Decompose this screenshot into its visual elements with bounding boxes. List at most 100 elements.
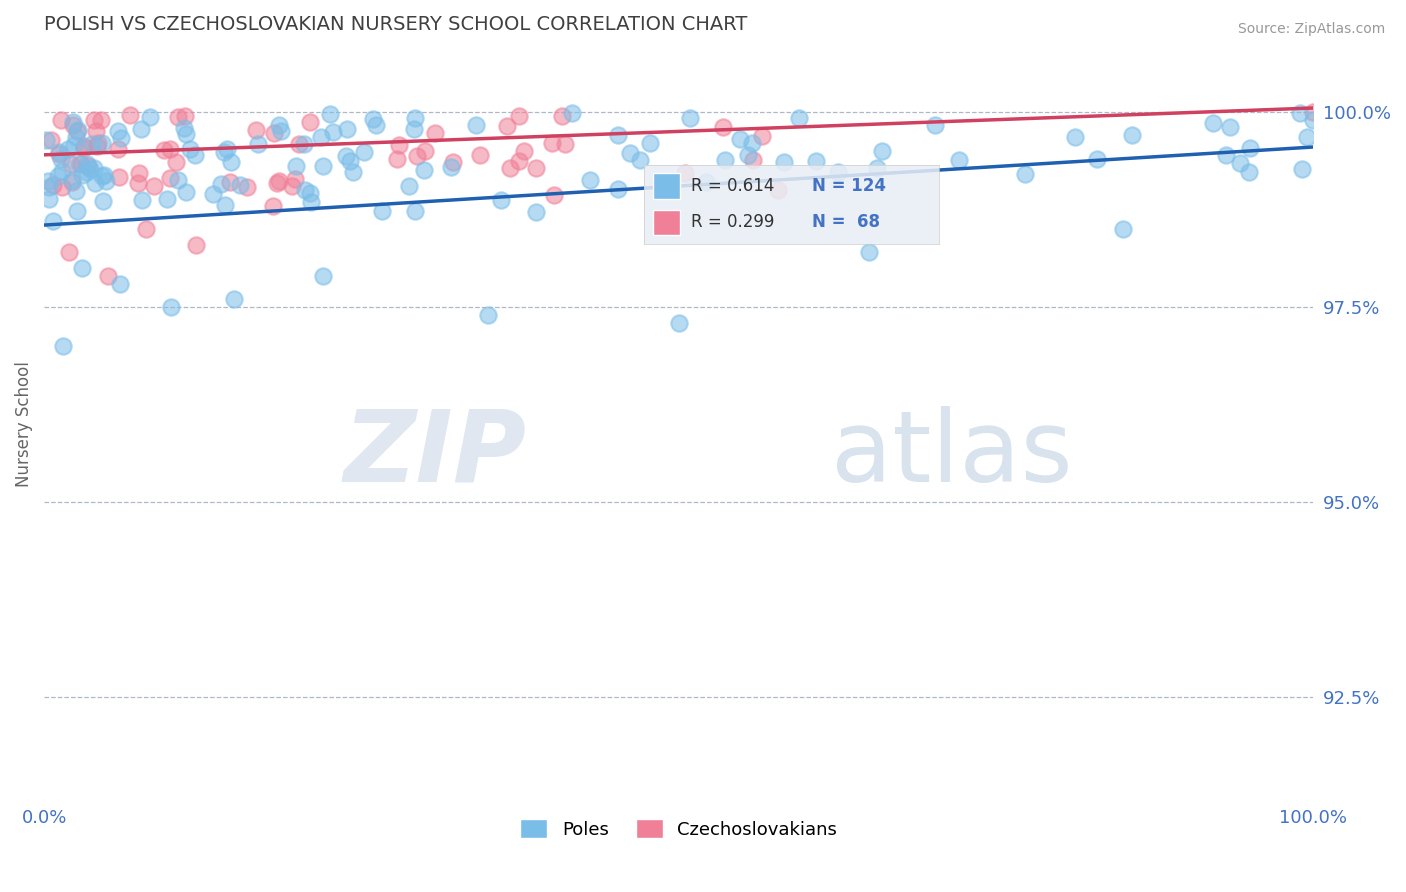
Point [236,179,259,194]
Point [173,109,195,123]
Point [262,198,284,212]
Point [477,308,499,322]
Point [1295,130,1317,145]
Point [51,164,73,178]
Point [1121,128,1143,142]
Point [49,113,72,128]
Point [561,105,583,120]
Point [468,147,491,161]
Point [364,119,387,133]
Point [668,316,690,330]
Point [219,155,242,169]
Point [70,157,93,171]
Bar [654,173,679,199]
Point [742,153,765,167]
Point [866,161,889,176]
Point [508,154,530,169]
Point [83,161,105,175]
Point [948,153,970,167]
Point [246,136,269,151]
Point [267,174,290,188]
Point [679,112,702,126]
Point [86,139,108,153]
Point [827,165,849,179]
Point [524,161,547,176]
Point [299,115,322,129]
Point [62,138,84,153]
Point [741,136,763,151]
Point [83,113,105,128]
Point [70,168,93,182]
Point [872,144,894,158]
Point [73,140,96,154]
Point [110,131,132,145]
Point [96,174,118,188]
Point [135,222,157,236]
Point [628,153,651,168]
Point [138,111,160,125]
Point [160,300,183,314]
Point [179,142,201,156]
Point [167,110,190,124]
Point [214,145,236,159]
Point [65,130,87,145]
Point [143,178,166,193]
Point [76,157,98,171]
Point [768,183,790,197]
Point [423,126,446,140]
Point [543,188,565,202]
Point [284,159,307,173]
Point [1237,165,1260,179]
Point [789,111,811,125]
Point [578,173,600,187]
Point [209,177,232,191]
Text: Source: ZipAtlas.com: Source: ZipAtlas.com [1237,22,1385,37]
Point [554,136,576,151]
Point [695,175,717,189]
Point [288,136,311,151]
Point [67,122,90,136]
Point [361,112,384,127]
Point [48,147,70,161]
Point [70,260,93,275]
Point [294,183,316,197]
Point [39,132,62,146]
Point [91,194,114,209]
Point [42,178,65,193]
Point [1219,120,1241,134]
Point [1229,155,1251,169]
Point [128,166,150,180]
Point [186,237,208,252]
Point [118,108,141,122]
Point [62,118,84,132]
Point [281,179,304,194]
Point [711,120,734,134]
Point [97,268,120,283]
Point [107,142,129,156]
Point [508,109,530,123]
Point [406,149,429,163]
Point [90,136,112,150]
Point [159,171,181,186]
Point [76,164,98,178]
Text: R = 0.614: R = 0.614 [692,177,775,195]
Point [491,193,513,207]
Point [1302,104,1324,119]
Point [90,169,112,183]
Point [166,173,188,187]
Text: ZIP: ZIP [343,406,526,502]
Point [292,136,315,151]
Point [342,165,364,179]
Point [1288,105,1310,120]
Point [93,168,115,182]
Point [201,186,224,201]
Point [339,153,361,168]
Point [110,277,132,291]
Point [309,130,332,145]
Point [58,142,80,156]
Point [550,109,572,123]
Point [266,176,288,190]
Point [127,176,149,190]
Point [219,175,242,189]
Point [245,123,267,137]
